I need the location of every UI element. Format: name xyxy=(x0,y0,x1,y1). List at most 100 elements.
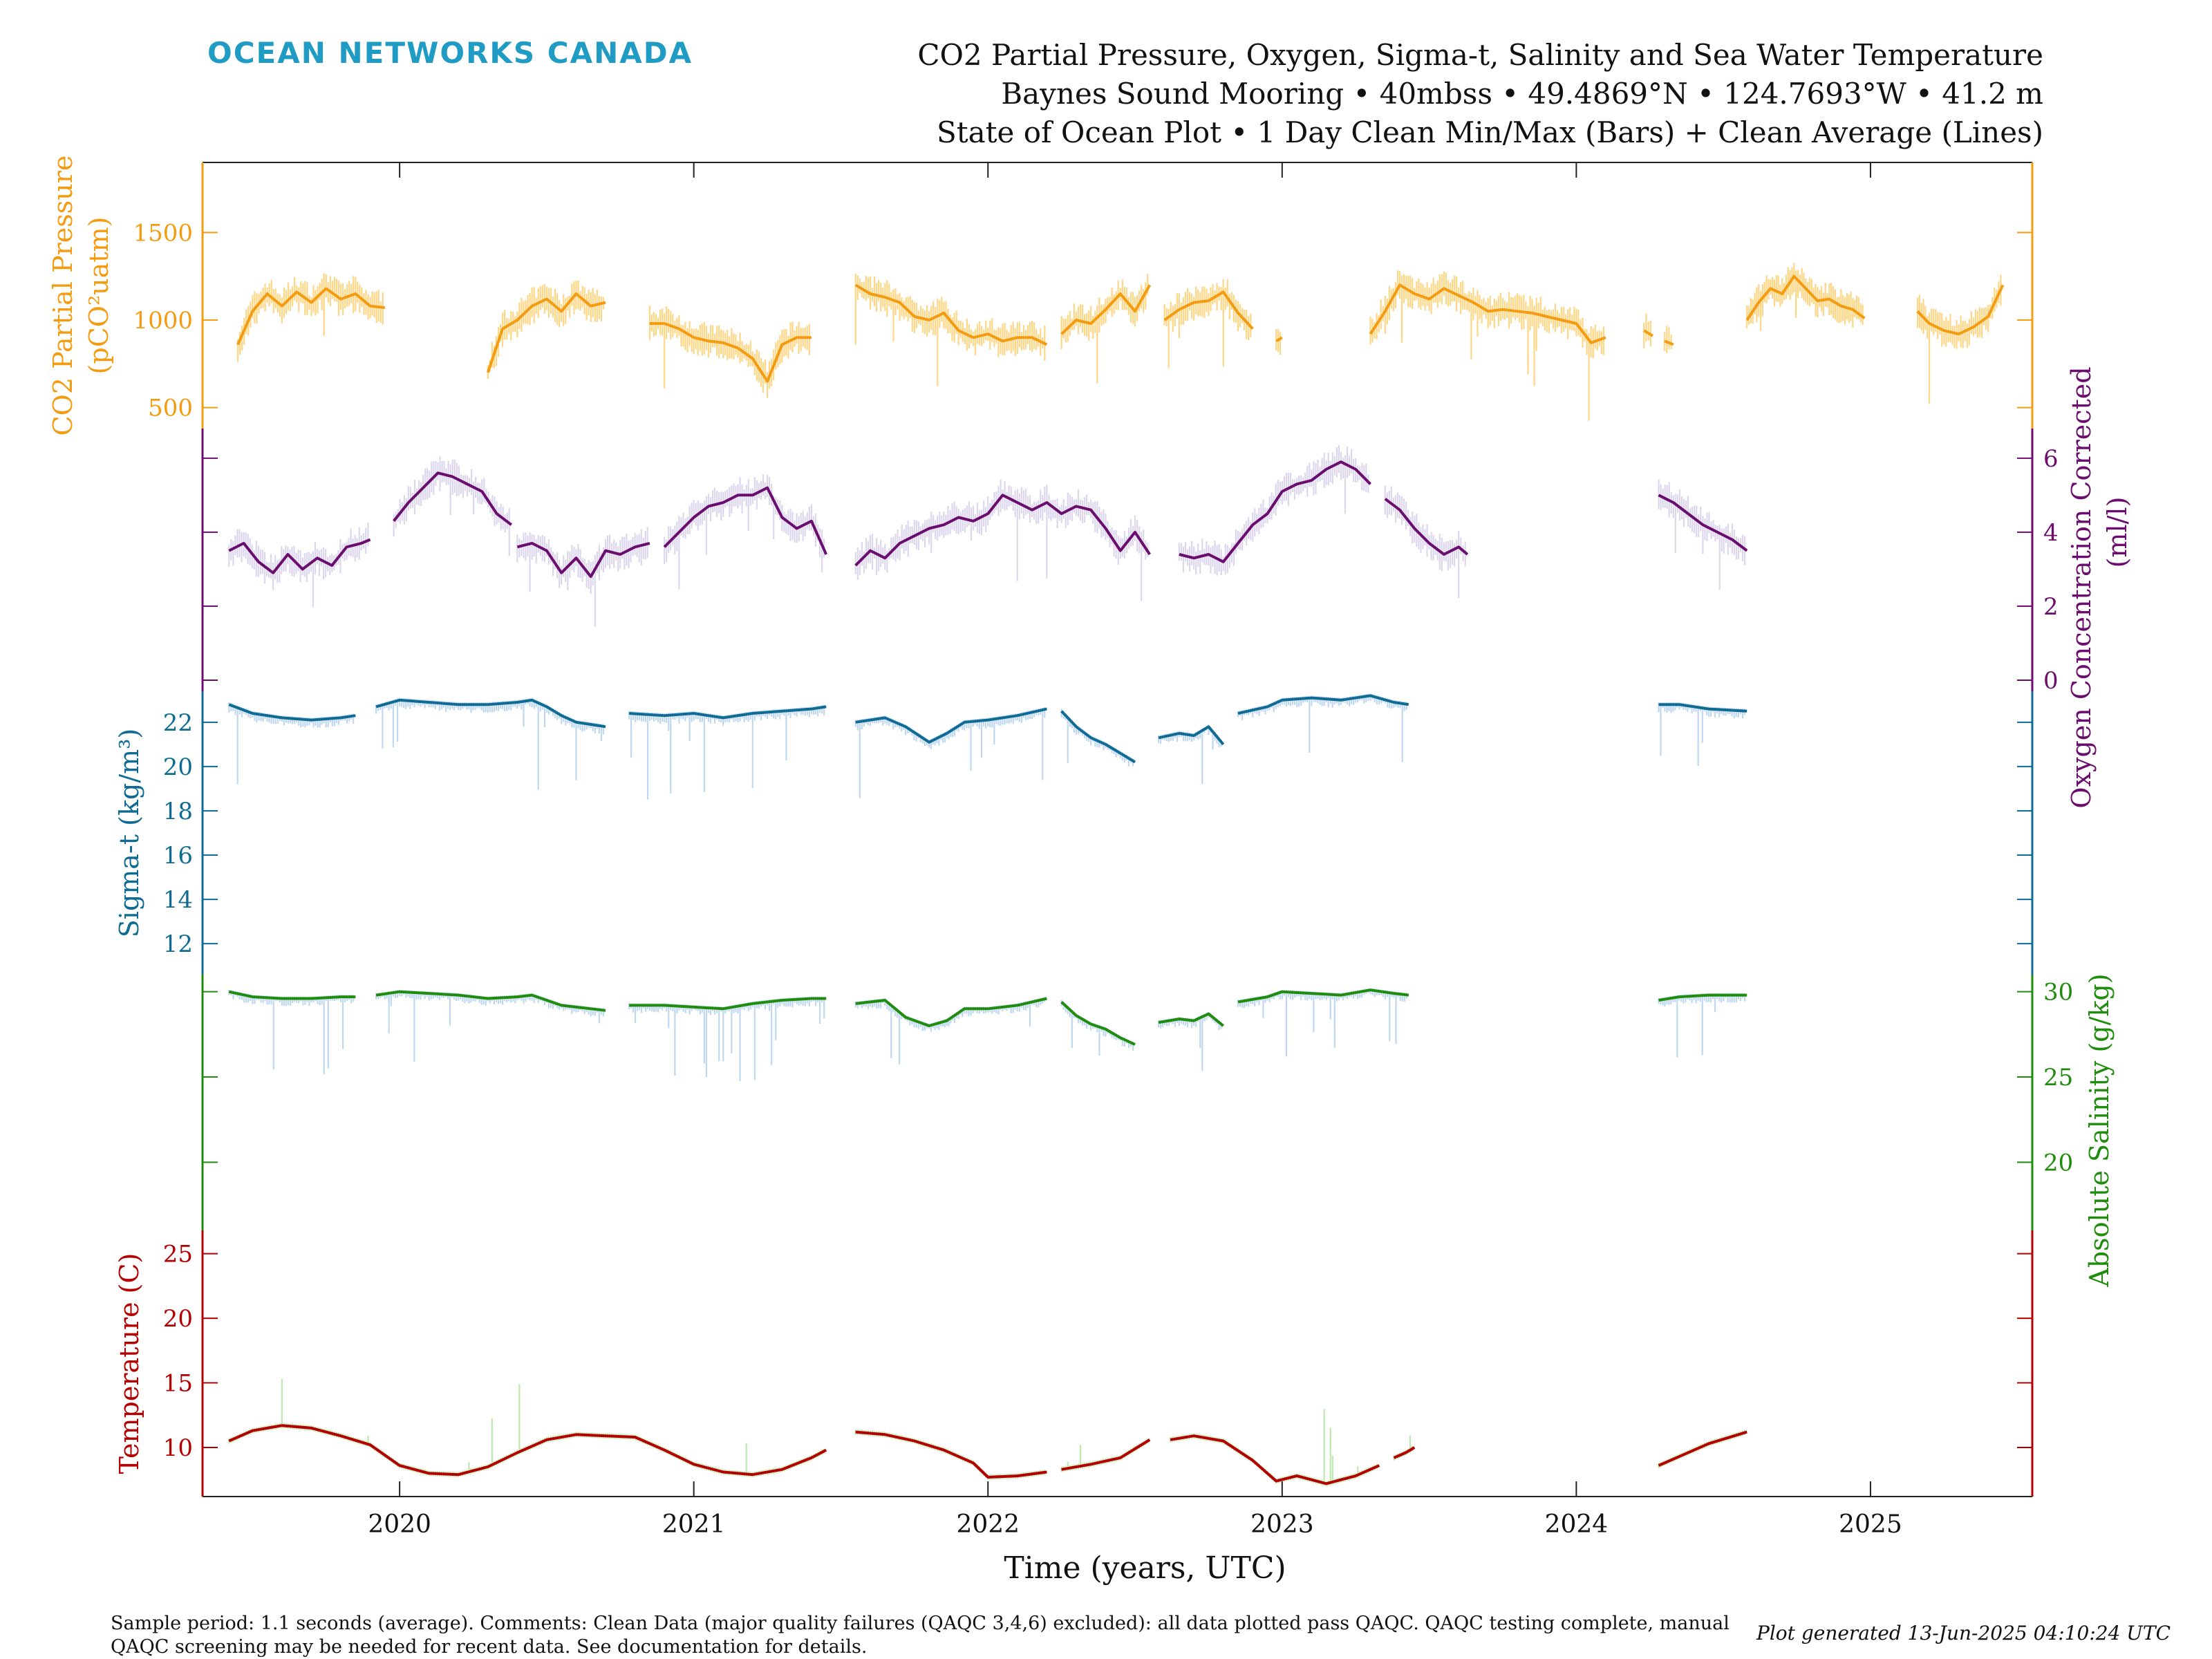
y-tick-label: 6 xyxy=(2043,445,2059,473)
y-axis-label: CO2 Partial Pressure xyxy=(48,156,78,436)
range-bars xyxy=(854,707,1046,798)
y-tick-label: 20 xyxy=(2043,1149,2073,1177)
y-tick-label: 1000 xyxy=(133,307,193,335)
average-line-salinity-segment xyxy=(855,997,1047,1027)
average-line-temperature-segment xyxy=(855,1430,1047,1479)
logo-text: OCEAN NETWORKS CANADA xyxy=(207,36,693,70)
y-tick-label: 2 xyxy=(2043,593,2059,621)
y-tick-label: 22 xyxy=(163,709,193,737)
average-line-co2-segment xyxy=(854,283,1048,346)
y-tick-label: 10 xyxy=(163,1434,193,1462)
average-line-oxygen-segment xyxy=(228,538,371,574)
y-tick-label: 18 xyxy=(163,798,193,825)
panel-temperature: 10 15 20 25 Temperature (C) xyxy=(114,1230,2034,1497)
average-line-temperature-segment xyxy=(228,1424,827,1477)
y-axis-label: Temperature (C) xyxy=(114,1253,144,1474)
y-tick-label: 12 xyxy=(163,930,193,958)
range-bars xyxy=(228,989,355,1075)
range-bars xyxy=(228,1379,825,1478)
range-bars xyxy=(1157,724,1222,785)
average-line-oxygen-segment xyxy=(1658,494,1748,552)
panel-sigma: 12 14 16 18 20 22 Sigma-t (kg/m³) xyxy=(114,691,2034,975)
panel-salinity: 20 25 30 Absolute Salinity (g/kg) xyxy=(201,973,2115,1288)
average-line-co2-segment xyxy=(1643,329,1654,337)
y-axis-label: Oxygen Concentration Corrected xyxy=(2066,366,2097,808)
average-line-sigma-segment xyxy=(1237,694,1409,715)
y-tick-label: 0 xyxy=(2043,667,2059,695)
average-line-oxygen-segment xyxy=(393,471,513,526)
average-line-sigma-segment xyxy=(375,698,606,729)
average-line-oxygen-segment xyxy=(1179,460,1371,563)
y-tick-label: 25 xyxy=(163,1241,193,1268)
y-axis-label-units: (pCO²uatm) xyxy=(84,217,114,375)
panel-oxygen: 0 2 4 6 Oxygen Concentration Corrected (ml/l) xyxy=(201,366,2133,809)
average-line-sigma-segment xyxy=(1060,710,1136,764)
x-tick-label: 2020 xyxy=(368,1510,431,1539)
x-tick-label: 2025 xyxy=(1839,1510,1902,1539)
range-bars xyxy=(628,704,825,800)
range-bars xyxy=(1060,273,1149,384)
range-bars xyxy=(375,697,605,790)
x-tick-label: 2021 xyxy=(662,1510,726,1539)
range-bars xyxy=(854,273,1046,386)
average-line-oxygen-segment xyxy=(1384,498,1469,556)
y-tick-label: 1500 xyxy=(133,219,193,247)
average-line-salinity-segment xyxy=(1658,993,1747,1002)
average-line-co2-segment xyxy=(1275,336,1283,343)
chart-subtitle-location: Baynes Sound Mooring • 40mbss • 49.4869°… xyxy=(1001,77,2043,111)
chart-title: CO2 Partial Pressure, Oxygen, Sigma-t, S… xyxy=(917,38,2043,72)
y-tick-label: 25 xyxy=(2043,1064,2073,1091)
average-line-salinity-segment xyxy=(228,990,356,1000)
range-bars xyxy=(664,474,825,590)
x-tick-label: 2024 xyxy=(1545,1510,1609,1539)
average-line-co2-segment xyxy=(1369,283,1606,344)
average-line-co2-segment xyxy=(1163,290,1254,330)
range-bars xyxy=(648,306,810,398)
y-tick-label: 30 xyxy=(2043,979,2073,1006)
range-bars xyxy=(1658,479,1746,590)
average-line-sigma-segment xyxy=(855,707,1047,744)
y-axis-label: Sigma-t (kg/m³) xyxy=(114,729,144,937)
range-bars xyxy=(236,273,384,362)
range-bars xyxy=(1384,485,1466,599)
average-line-temperature-segment xyxy=(1393,1446,1416,1459)
average-line-oxygen-segment xyxy=(663,486,828,555)
y-tick-label: 20 xyxy=(163,1305,193,1333)
y-tick-label: 15 xyxy=(163,1370,193,1398)
x-tick-label: 2022 xyxy=(956,1510,1020,1539)
average-line-salinity-segment xyxy=(1158,1012,1224,1027)
average-line-oxygen-segment xyxy=(854,494,1151,567)
average-line-co2-segment xyxy=(1060,284,1152,335)
range-bars xyxy=(1658,702,1746,767)
y-tick-label: 20 xyxy=(163,753,193,781)
average-line-salinity-segment xyxy=(629,997,827,1011)
average-line-temperature-segment xyxy=(1658,1430,1747,1467)
average-line-co2-segment xyxy=(649,322,812,383)
chart-subtitle-method: State of Ocean Plot • 1 Day Clean Min/Ma… xyxy=(936,115,2043,149)
range-bars xyxy=(1643,313,1651,349)
range-bars xyxy=(1163,279,1252,368)
average-line-sigma-segment xyxy=(1658,703,1747,713)
range-bars xyxy=(1658,993,1746,1058)
range-bars xyxy=(1369,270,1604,421)
average-line-salinity-segment xyxy=(1060,1001,1136,1046)
average-line-co2-segment xyxy=(1745,274,1866,321)
range-bars xyxy=(1060,709,1134,767)
panel-co2: 500 1000 1500 CO2 Partial Pressure (pCO²uatm… xyxy=(48,156,2034,436)
range-bars xyxy=(1663,326,1672,353)
average-line-co2-segment xyxy=(1916,284,2005,336)
range-bars xyxy=(487,280,605,379)
range-bars xyxy=(1237,693,1407,762)
generated-timestamp: Plot generated 13-Jun-2025 04:10:24 UTC xyxy=(1756,1622,2171,1644)
x-tick-label: 2023 xyxy=(1250,1510,1314,1539)
average-line-temperature-segment xyxy=(1170,1434,1380,1485)
range-bars xyxy=(1746,263,1864,331)
y-tick-label: 500 xyxy=(148,395,193,422)
average-line-sigma-segment xyxy=(228,703,356,722)
range-bars xyxy=(1170,1409,1378,1487)
x-axis-label: Time (years, UTC) xyxy=(1004,1550,1286,1586)
range-bars xyxy=(854,479,1149,601)
average-line-oxygen-segment xyxy=(516,541,650,579)
average-line-co2-segment xyxy=(1664,339,1674,346)
